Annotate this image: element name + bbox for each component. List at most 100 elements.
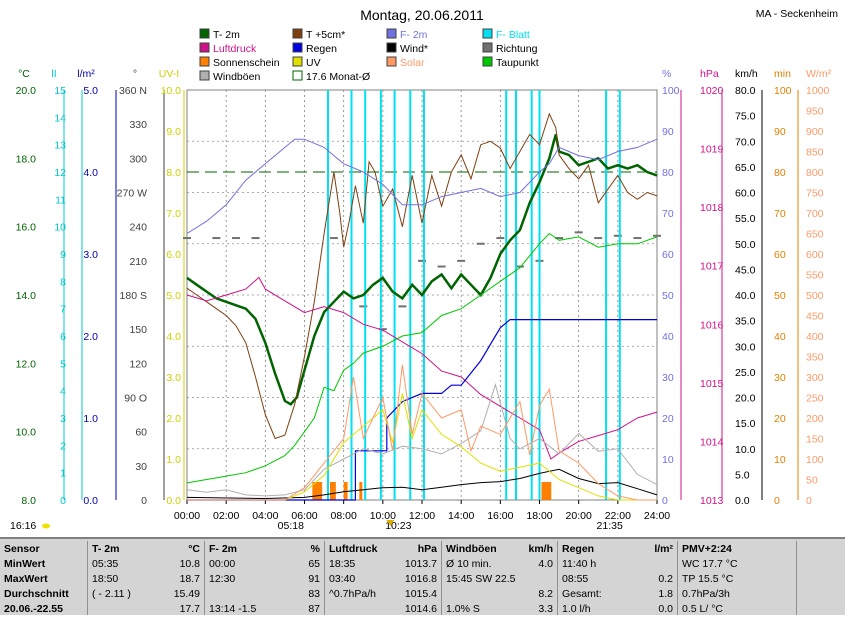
table-row: Gesamt: 1.8 xyxy=(562,588,673,603)
legend-swatch xyxy=(199,28,210,39)
table-header-label: Luftdruck xyxy=(329,543,378,555)
legend-label: UV xyxy=(306,57,321,69)
legend-label: Solar xyxy=(400,57,425,69)
table-row: 20.06.-22.55 xyxy=(4,603,83,618)
axis-tick-sun: 30 xyxy=(774,372,786,384)
series-t-2m xyxy=(186,134,658,406)
sunshine-bar xyxy=(343,482,348,500)
axis-tick-uv: 6.0 xyxy=(166,249,181,261)
table-cell-value: 4.0 xyxy=(538,558,553,570)
sunset-label: 21:35 xyxy=(597,520,623,532)
axis-unit-uv: UV-I xyxy=(159,68,179,80)
table-cell-value: 15.49 xyxy=(173,588,200,600)
axis-tick-sun: 0 xyxy=(774,495,780,507)
table-cell: ( - 2.11 ) xyxy=(92,588,131,600)
axis-tick-lux: 13 xyxy=(54,140,66,152)
axis-tick-wind: 60.0 xyxy=(735,188,756,200)
table-cell: 18:50 xyxy=(92,573,119,585)
sun-icon xyxy=(42,523,50,529)
table-row: Durchschnitt xyxy=(4,588,83,603)
table-cell-value: 1013.7 xyxy=(404,558,437,570)
table-row: MaxWert xyxy=(4,573,83,588)
series-luftdruck xyxy=(186,276,658,460)
table-header: Luftdruck hPa xyxy=(329,543,437,558)
axis-tick-wind: 45.0 xyxy=(735,264,756,276)
table-cell: 0.7hPa/3h xyxy=(682,588,730,600)
legend-swatch xyxy=(482,28,493,39)
axis-tick-wind: 65.0 xyxy=(735,162,756,174)
series-wind- xyxy=(186,468,658,500)
x-tick-label: 14:00 xyxy=(448,510,474,522)
table-row: 12:30 91 xyxy=(209,573,320,588)
axis-tick-sun: 40 xyxy=(774,331,786,343)
axis-tick-lux: 2 xyxy=(60,440,66,452)
table-column: Regen l/m² 11:40 h 08:55 0.2 Gesamt: 1.8 1.0 l/… xyxy=(558,541,678,615)
legend-label: T- 2m xyxy=(213,29,240,41)
x-tick-label: 08:00 xyxy=(331,510,357,522)
table-row: 1.0% S 3.3 xyxy=(446,603,553,618)
axis-tick-press: 1020 xyxy=(700,85,724,97)
axis-tick-uv: 9.0 xyxy=(166,126,181,138)
axis-tick-sun: 20 xyxy=(774,413,786,425)
axis-tick-hum: 90 xyxy=(662,126,674,138)
axis-tick-press: 1016 xyxy=(700,319,724,331)
series-uv xyxy=(187,393,657,501)
table-column: F- 2m% 00:00 65 12:30 91 83 13:14 -1.5 87 xyxy=(205,541,325,615)
legend-label: 17.6 Monat-Ø xyxy=(306,71,370,83)
table-cell: Durchschnitt xyxy=(4,588,69,600)
series-t-5cm- xyxy=(186,112,658,440)
table-row: 11:40 h xyxy=(562,558,673,573)
axis-tick-solar: 200 xyxy=(806,413,824,425)
axis-tick-dir: 0 xyxy=(141,495,147,507)
table-header-label: Regen xyxy=(562,543,595,555)
axis-tick-hum: 0 xyxy=(662,495,668,507)
table-cell-value: 1.8 xyxy=(658,588,673,600)
table-cell: 05:35 xyxy=(92,558,119,570)
sunshine-bar xyxy=(541,482,552,500)
table-row: MinWert xyxy=(4,558,83,573)
axis-tick-uv: 1.0 xyxy=(166,454,181,466)
axis-tick-wind: 35.0 xyxy=(735,316,756,328)
axis-tick-hum: 20 xyxy=(662,413,674,425)
axis-tick-wind: 0.0 xyxy=(735,495,750,507)
axis-tick-solar: 300 xyxy=(806,372,824,384)
axis-tick-dir: 210 xyxy=(129,256,147,268)
legend-label: Luftdruck xyxy=(213,43,257,55)
legend-label: Wind* xyxy=(400,43,428,55)
table-cell: 1.0% S xyxy=(446,603,480,615)
axis-tick-dir: 150 xyxy=(129,324,147,336)
axis-tick-rain: 2.0 xyxy=(83,331,98,343)
axis-unit-sun: min xyxy=(774,68,791,80)
table-cell-value: 17.7 xyxy=(179,603,200,615)
axis-tick-lux: 3 xyxy=(60,413,66,425)
table-row: 03:40 1016.8 xyxy=(329,573,437,588)
axis-tick-temp: 16.0 xyxy=(16,222,37,234)
axis-tick-uv: 3.0 xyxy=(166,372,181,384)
table-row: 13:14 -1.5 87 xyxy=(209,603,320,618)
axis-tick-wind: 50.0 xyxy=(735,239,756,251)
legend-label: Windböen xyxy=(213,71,260,83)
table-cell-value: 91 xyxy=(308,573,320,585)
table-cell-value: 1014.6 xyxy=(404,603,437,615)
x-tick-label: 20:00 xyxy=(566,510,592,522)
axis-unit-hum: % xyxy=(662,68,671,80)
table-header-unit: °C xyxy=(188,543,200,555)
axis-tick-uv: 7.0 xyxy=(166,208,181,220)
table-header-label: T- 2m xyxy=(92,543,120,555)
axis-tick-solar: 150 xyxy=(806,434,824,446)
table-cell: 12:30 xyxy=(209,573,236,585)
table-row: 18:50 18.7 xyxy=(92,573,200,588)
sunshine-bar xyxy=(329,482,336,500)
table-cell-value: 1015.4 xyxy=(404,588,437,600)
legend-swatch xyxy=(482,56,493,67)
axis-tick-rain: 5.0 xyxy=(83,85,98,97)
table-row: 83 xyxy=(209,588,320,603)
axis-tick-wind: 80.0 xyxy=(735,85,756,97)
axis-tick-wind: 5.0 xyxy=(735,469,750,481)
x-tick-label: 10:00 xyxy=(370,510,396,522)
axis-tick-solar: 450 xyxy=(806,311,824,323)
series-windb-en xyxy=(186,382,658,497)
table-header: T- 2m °C xyxy=(92,543,200,558)
axis-tick-dir: 90 O xyxy=(124,393,147,405)
axis-tick-rain: 1.0 xyxy=(83,413,98,425)
